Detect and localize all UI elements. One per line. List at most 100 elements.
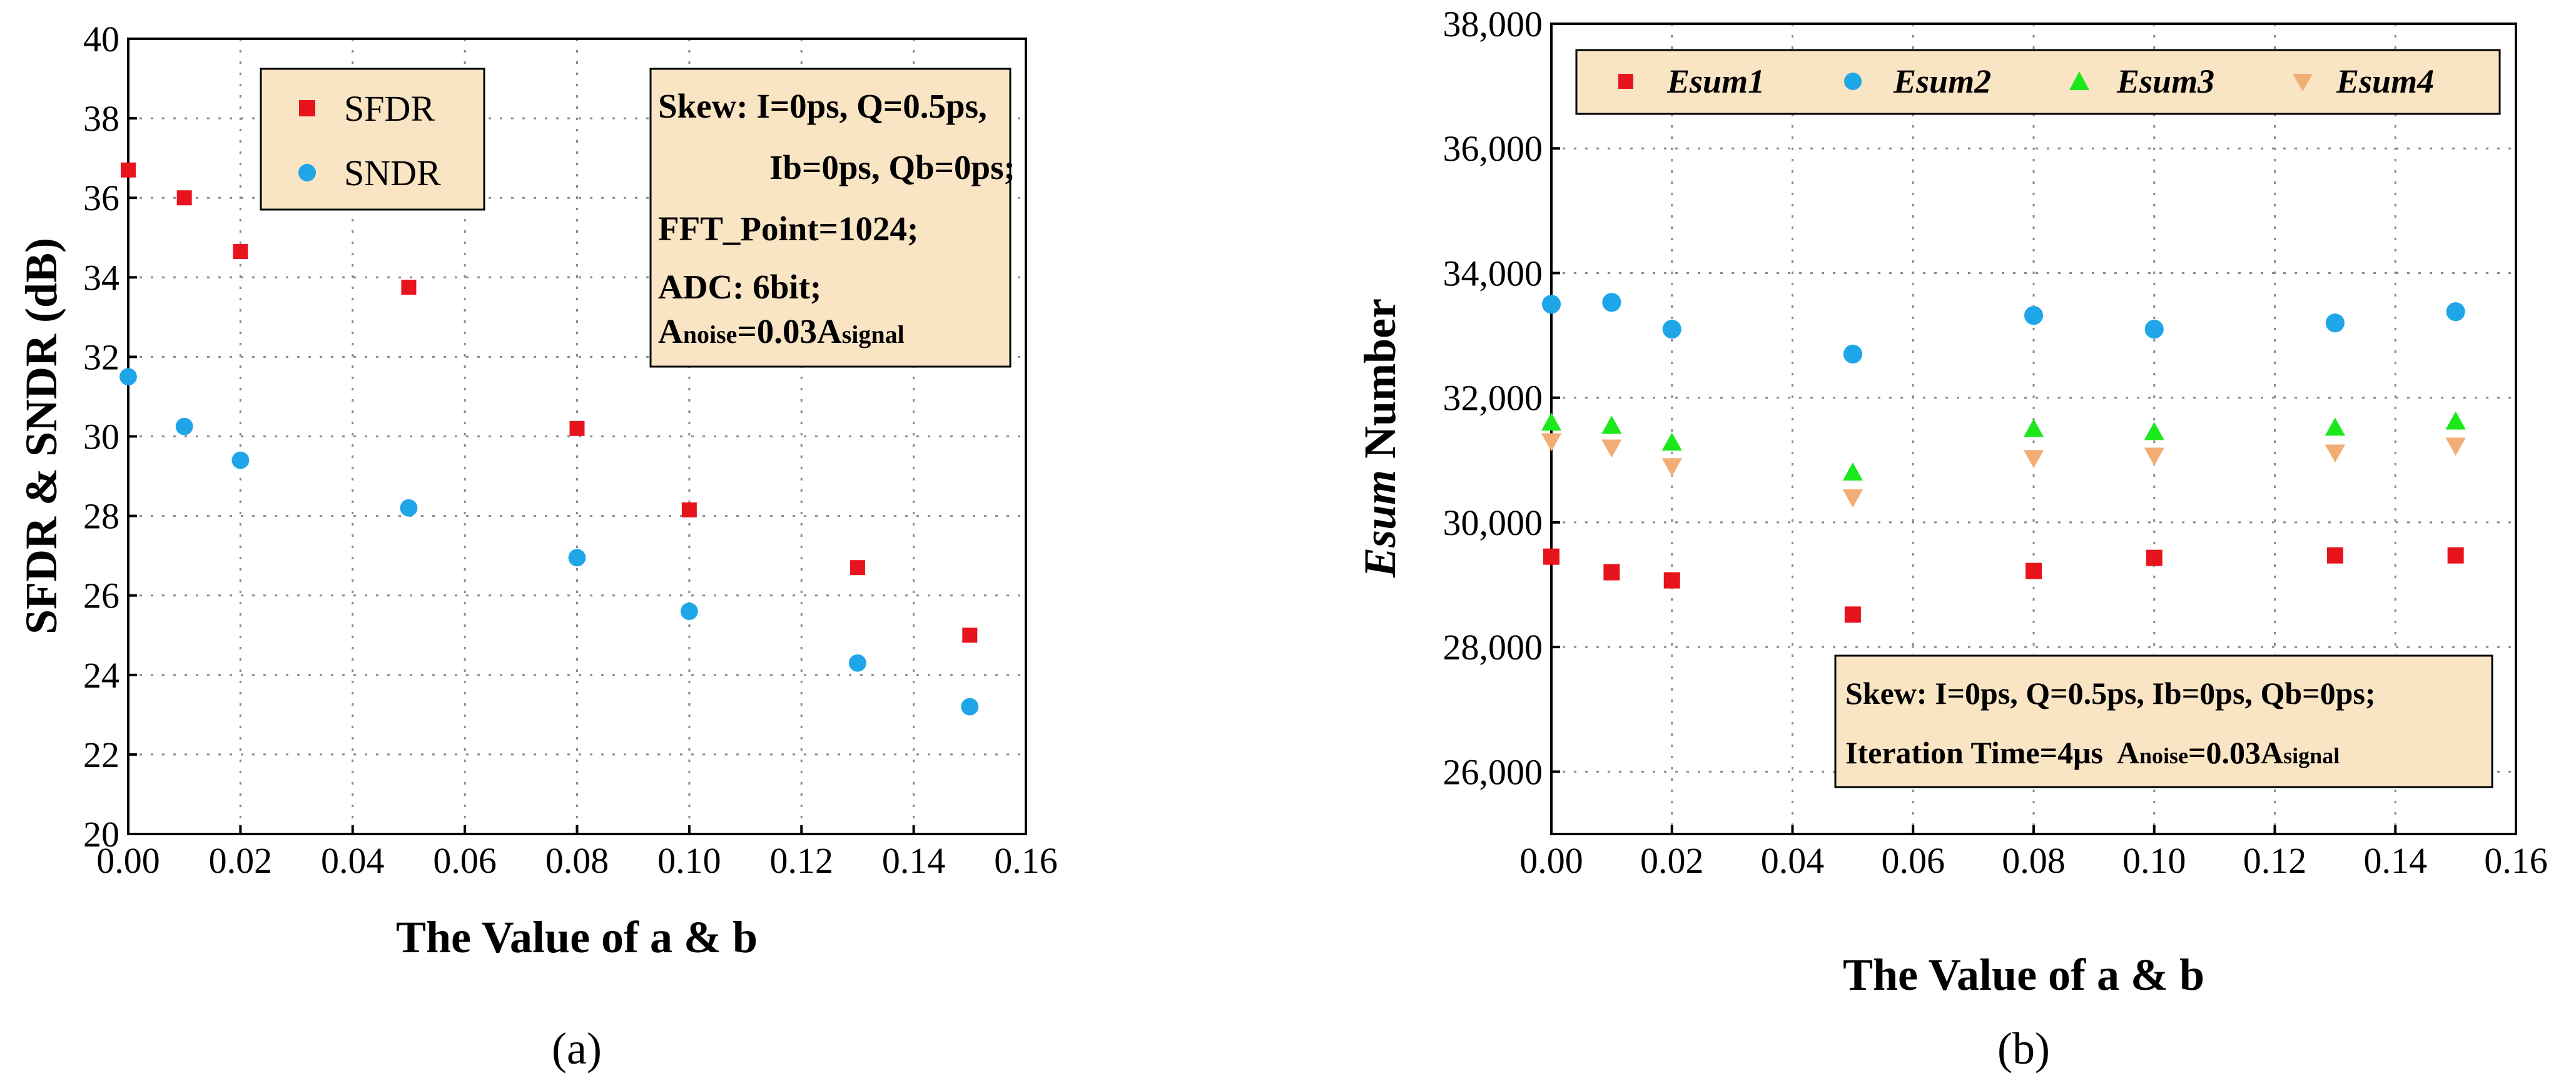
esum4-point (1541, 433, 1562, 452)
y-tick-label: 26 (83, 576, 119, 616)
panel-b-annotation-box (1834, 654, 2493, 788)
esum4-point (1842, 489, 1863, 508)
annotation-b-noise-sub: noise (2139, 743, 2188, 768)
y-tick-label: 36 (83, 178, 119, 218)
esum2-point (1662, 320, 1681, 339)
annotation-b-line-2: Iteration Time=4μs Anoise=0.03Asignal (1845, 735, 2340, 770)
esum2-point (2144, 320, 2164, 339)
esum2-point (2325, 313, 2345, 333)
annotation-a-line-5: Anoise=0.03Asignal (658, 312, 905, 350)
panel-a-annotation: Skew: I=0ps, Q=0.5ps, Ib=0ps, Qb=0ps; FF… (649, 68, 1015, 368)
y-tick-label: 26,000 (1443, 751, 1543, 792)
y-tick-label: 38 (83, 98, 119, 139)
annotation-a-signal-sub: signal (842, 320, 905, 348)
x-tick-label: 0.12 (2243, 840, 2307, 881)
x-tick-label: 0.04 (1761, 840, 1825, 881)
panel-a-legend-box (260, 68, 485, 211)
panel-b-label: (b) (1997, 1024, 2050, 1074)
x-tick-label: 0.10 (657, 840, 721, 881)
sfdr-point (962, 628, 978, 643)
panel-b-annotation: Skew: I=0ps, Q=0.5ps, Ib=0ps, Qb=0ps; It… (1834, 654, 2493, 788)
y-tick-label: 40 (83, 19, 119, 59)
x-tick-label: 0.02 (1640, 840, 1704, 881)
sndr-point (400, 499, 418, 517)
x-tick-label: 0.08 (2002, 840, 2066, 881)
y-tick-label: 22 (83, 735, 119, 775)
esum3-point (1541, 412, 1562, 431)
y-tick-label: 36,000 (1443, 128, 1543, 169)
annotation-b-line-1: Skew: I=0ps, Q=0.5ps, Ib=0ps, Qb=0ps; (1845, 676, 2376, 711)
panel-a-chart: 0.00 0.02 0.04 0.06 0.08 0.10 0.12 0.14 0.16 20 22… (16, 19, 1058, 1074)
y-tick-label: 32,000 (1443, 378, 1543, 419)
x-tick-label: 0.10 (2122, 840, 2186, 881)
sndr-point (680, 603, 698, 621)
panel-b-chart: 0.00 0.02 0.04 0.06 0.08 0.10 0.12 0.14 0.16 26,0… (1355, 4, 2548, 1074)
esum1-point (2447, 547, 2464, 564)
sndr-point (119, 368, 137, 386)
x-tick-label: 0.08 (545, 840, 609, 881)
x-tick-label: 0.12 (770, 840, 834, 881)
legend-esum2-label: Esum2 (1893, 63, 1991, 100)
esum1-point (1603, 564, 1620, 581)
annotation-b-A: A (2117, 735, 2139, 770)
legend-esum4-marker (2293, 74, 2313, 91)
sfdr-point (233, 243, 248, 259)
y-tick-label: 32 (83, 337, 119, 377)
sndr-point (849, 654, 866, 672)
y-tick-label: 30,000 (1443, 502, 1543, 543)
esum4-point (2325, 444, 2345, 463)
x-tick-label: 0.00 (96, 840, 160, 881)
y-tick-label: 34 (83, 257, 119, 298)
x-tick-label: 0.16 (994, 840, 1058, 881)
sndr-point (231, 451, 250, 469)
panel-b-legend-box (1575, 49, 2501, 115)
annotation-a-line-3: FFT_Point=1024; (658, 210, 918, 248)
esum1-point (2026, 562, 2042, 579)
legend-esum3-label: Esum3 (2116, 63, 2214, 100)
panel-b-ticks: 0.00 0.02 0.04 0.06 0.08 0.10 0.12 0.14 0.16 26,0… (1443, 4, 2548, 881)
sfdr-point (681, 502, 697, 518)
esum3-point (1601, 415, 1622, 434)
annotation-a-noise-sub: noise (683, 320, 738, 348)
x-tick-label: 0.06 (1882, 840, 1945, 881)
esum2-point (2446, 302, 2465, 322)
esum4-point (2144, 447, 2164, 466)
esum3-point (2144, 422, 2164, 440)
panel-b-legend: Esum1 Esum2 Esum3 Esum4 (1575, 49, 2501, 115)
annotation-b-signal-sub: signal (2283, 743, 2340, 768)
annotation-a-A: A (658, 312, 683, 350)
panel-b-y-axis-title-rest: Number (1355, 298, 1405, 470)
y-tick-label: 38,000 (1443, 4, 1543, 44)
panel-b-y-axis-title: Esum Number (1355, 298, 1405, 578)
sfdr-point (176, 190, 192, 206)
esum2-point (1602, 293, 1621, 312)
legend-esum1-label: Esum1 (1666, 63, 1765, 100)
sfdr-point (121, 162, 136, 178)
y-tick-label: 28 (83, 496, 119, 537)
panel-b-x-axis-title: The Value of a & b (1843, 950, 2204, 1000)
panel-a-y-axis-title: SFDR & SNDR (dB) (16, 238, 66, 634)
panel-a-legend: SFDR SNDR (260, 68, 485, 211)
y-tick-label: 34,000 (1443, 253, 1543, 293)
esum1-point (1844, 606, 1861, 623)
esum3-point (2445, 411, 2466, 430)
legend-sndr-marker (298, 164, 316, 181)
panel-a-marks (119, 162, 979, 716)
annotation-b-iteration: Iteration Time=4μs (1845, 735, 2103, 770)
legend-esum3-marker (2069, 71, 2089, 90)
y-tick-label: 28,000 (1443, 627, 1543, 668)
panel-a-label: (a) (552, 1024, 602, 1074)
esum4-point (2023, 450, 2044, 469)
esum3-point (1661, 432, 1682, 451)
esum3-point (2325, 417, 2345, 436)
annotation-a-eq: =0.03A (737, 312, 842, 350)
legend-esum1-marker (1618, 74, 1633, 89)
annotation-a-line-2: Ib=0ps, Qb=0ps; (769, 148, 1015, 186)
x-tick-label: 0.14 (2364, 840, 2428, 881)
x-tick-label: 0.16 (2484, 840, 2548, 881)
esum1-point (1543, 548, 1559, 565)
x-tick-label: 0.04 (321, 840, 385, 881)
legend-esum4-label: Esum4 (2336, 63, 2434, 100)
x-tick-label: 0.00 (1519, 840, 1583, 881)
esum4-point (1661, 458, 1682, 477)
